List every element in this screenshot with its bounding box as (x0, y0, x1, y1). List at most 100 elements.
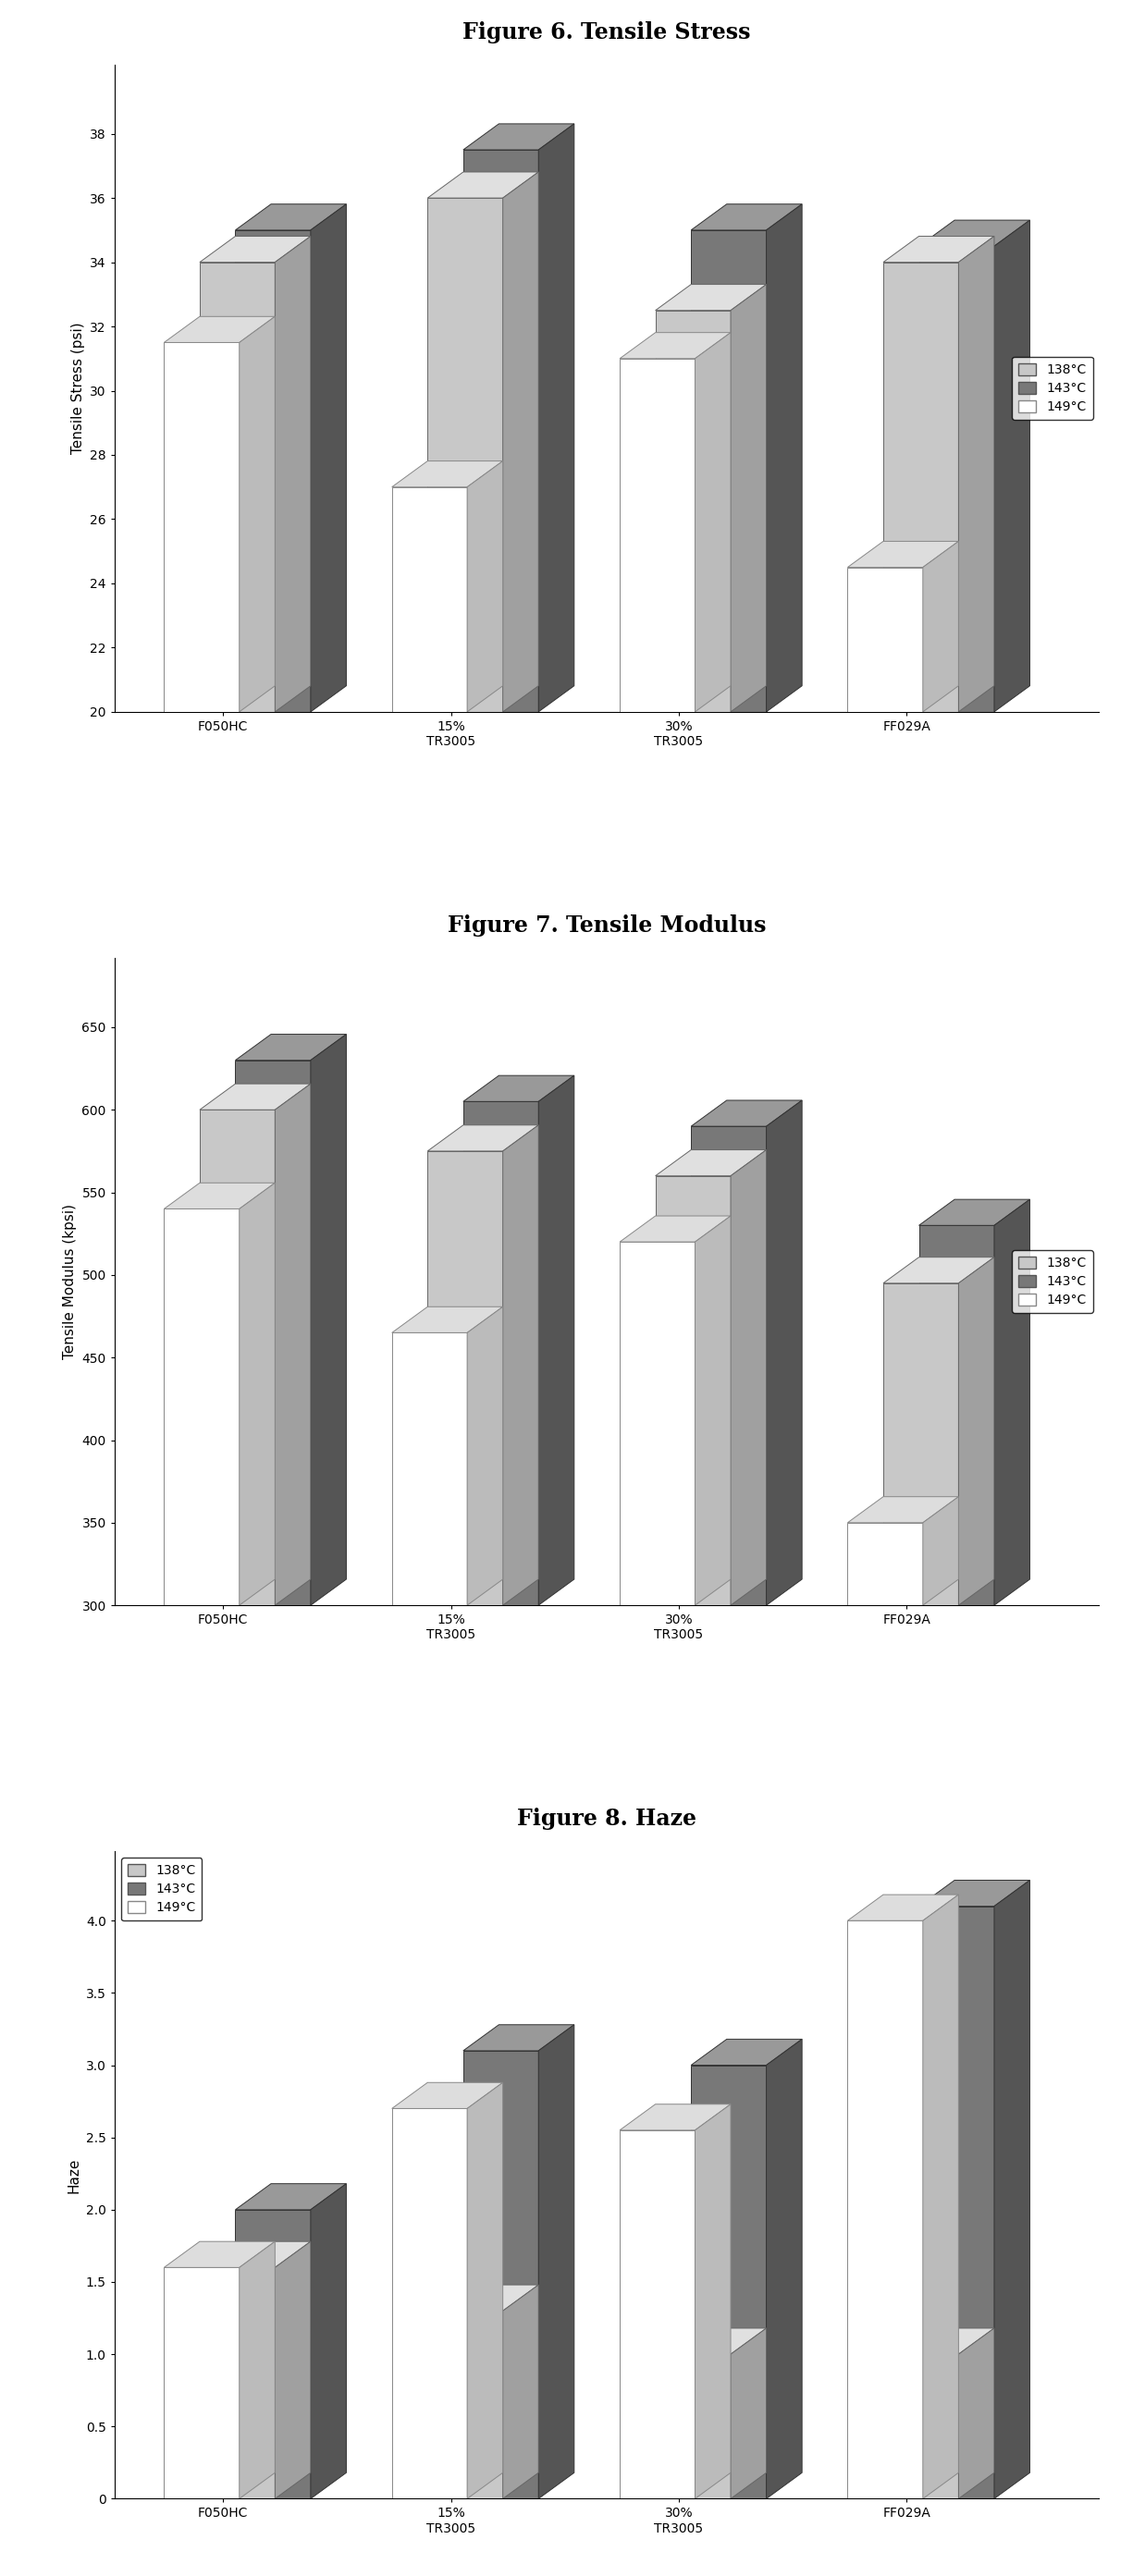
Polygon shape (766, 204, 802, 711)
Polygon shape (464, 1103, 538, 1605)
Polygon shape (883, 1257, 994, 1283)
Polygon shape (883, 1283, 958, 1605)
Polygon shape (692, 1100, 801, 1126)
Polygon shape (427, 2285, 538, 2311)
Polygon shape (619, 1216, 731, 1242)
Polygon shape (655, 1175, 731, 1605)
Polygon shape (619, 332, 731, 358)
Polygon shape (919, 247, 994, 711)
Polygon shape (503, 173, 538, 711)
Polygon shape (392, 1332, 467, 1605)
Polygon shape (655, 1149, 766, 1175)
Polygon shape (164, 343, 239, 711)
Polygon shape (310, 1033, 346, 1605)
Polygon shape (847, 567, 923, 711)
Polygon shape (164, 1182, 275, 1208)
Polygon shape (994, 1880, 1029, 2499)
Polygon shape (919, 1226, 994, 1605)
Polygon shape (695, 1216, 731, 1605)
Polygon shape (236, 1033, 346, 1061)
Polygon shape (619, 1242, 695, 1605)
Polygon shape (919, 219, 1029, 247)
Polygon shape (731, 283, 766, 711)
Polygon shape (692, 204, 801, 229)
Polygon shape (731, 2329, 766, 2499)
Polygon shape (695, 2105, 731, 2499)
Polygon shape (538, 2025, 574, 2499)
Polygon shape (310, 2184, 346, 2499)
Polygon shape (236, 229, 310, 711)
Polygon shape (919, 1880, 1029, 1906)
Polygon shape (427, 1126, 538, 1151)
Polygon shape (919, 1906, 994, 2499)
Polygon shape (883, 237, 994, 263)
Polygon shape (847, 1922, 923, 2499)
Polygon shape (427, 198, 503, 711)
Polygon shape (427, 1151, 503, 1605)
Polygon shape (538, 124, 574, 711)
Y-axis label: Tensile Modulus (kpsi): Tensile Modulus (kpsi) (63, 1203, 77, 1360)
Polygon shape (464, 124, 574, 149)
Polygon shape (164, 2241, 275, 2267)
Polygon shape (236, 2184, 346, 2210)
Polygon shape (994, 219, 1029, 711)
Polygon shape (883, 263, 958, 711)
Polygon shape (392, 461, 503, 487)
Polygon shape (239, 2241, 275, 2499)
Polygon shape (464, 1077, 574, 1103)
Polygon shape (236, 2210, 310, 2499)
Polygon shape (503, 2285, 538, 2499)
Polygon shape (847, 541, 958, 567)
Polygon shape (958, 237, 994, 711)
Polygon shape (464, 149, 538, 711)
Title: Figure 6. Tensile Stress: Figure 6. Tensile Stress (463, 21, 751, 44)
Polygon shape (236, 204, 346, 229)
Y-axis label: Tensile Stress (psi): Tensile Stress (psi) (71, 322, 85, 453)
Polygon shape (731, 1149, 766, 1605)
Polygon shape (392, 1306, 503, 1332)
Polygon shape (275, 237, 310, 711)
Polygon shape (923, 541, 958, 711)
Polygon shape (164, 317, 275, 343)
Polygon shape (199, 1110, 275, 1605)
Polygon shape (427, 2311, 503, 2499)
Polygon shape (467, 2081, 503, 2499)
Polygon shape (655, 2354, 731, 2499)
Polygon shape (883, 2329, 994, 2354)
Polygon shape (766, 1100, 802, 1605)
Polygon shape (392, 2081, 503, 2110)
Polygon shape (467, 1306, 503, 1605)
Polygon shape (239, 1182, 275, 1605)
Title: Figure 7. Tensile Modulus: Figure 7. Tensile Modulus (448, 914, 766, 938)
Polygon shape (619, 2105, 731, 2130)
Polygon shape (503, 1126, 538, 1605)
Legend: 138°C, 143°C, 149°C: 138°C, 143°C, 149°C (1012, 355, 1092, 420)
Title: Figure 8. Haze: Figure 8. Haze (518, 1808, 696, 1829)
Polygon shape (655, 309, 731, 711)
Polygon shape (883, 2354, 958, 2499)
Legend: 138°C, 143°C, 149°C: 138°C, 143°C, 149°C (1012, 1249, 1092, 1314)
Legend: 138°C, 143°C, 149°C: 138°C, 143°C, 149°C (121, 1857, 202, 1922)
Polygon shape (692, 2066, 766, 2499)
Polygon shape (958, 1257, 994, 1605)
Polygon shape (919, 1200, 1029, 1226)
Polygon shape (619, 358, 695, 711)
Polygon shape (239, 317, 275, 711)
Polygon shape (692, 1126, 766, 1605)
Polygon shape (464, 2050, 538, 2499)
Y-axis label: Haze: Haze (66, 2156, 80, 2192)
Polygon shape (923, 1497, 958, 1605)
Polygon shape (994, 1200, 1029, 1605)
Polygon shape (655, 283, 766, 309)
Polygon shape (847, 1497, 958, 1522)
Polygon shape (164, 1208, 239, 1605)
Polygon shape (427, 173, 538, 198)
Polygon shape (236, 1061, 310, 1605)
Polygon shape (847, 1896, 958, 1922)
Polygon shape (392, 487, 467, 711)
Polygon shape (958, 2329, 994, 2499)
Polygon shape (199, 2241, 310, 2267)
Polygon shape (766, 2040, 802, 2499)
Polygon shape (464, 2025, 574, 2050)
Polygon shape (199, 1084, 310, 1110)
